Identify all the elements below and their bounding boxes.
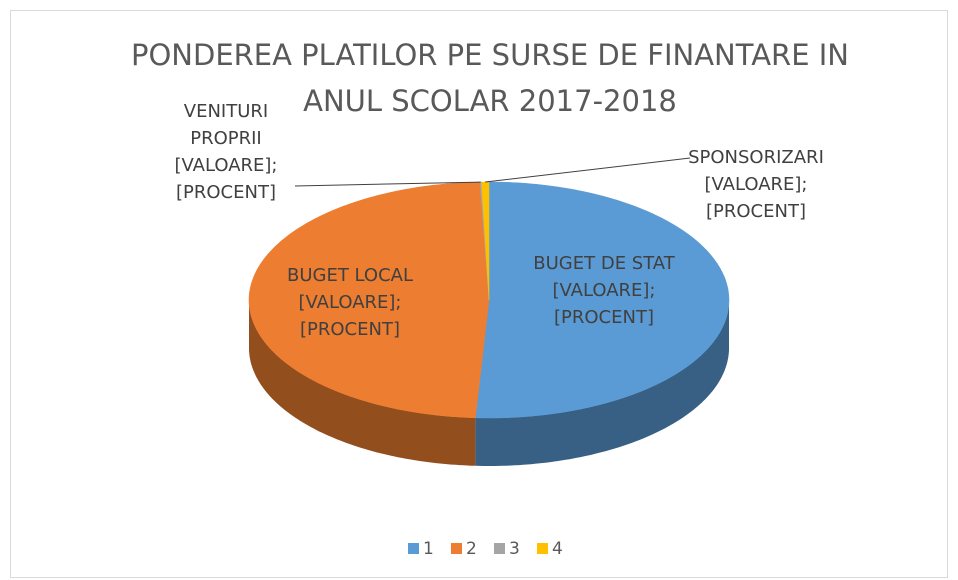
legend-swatch — [494, 543, 505, 554]
legend-label: 2 — [466, 539, 477, 559]
data-label: BUGET LOCAL [VALOARE]; [PROCENT] — [286, 265, 414, 340]
data-label: BUGET DE STAT [VALOARE]; [PROCENT] — [533, 253, 675, 328]
slice — [248, 181, 490, 419]
legend-label: 3 — [509, 539, 520, 559]
legend-label: 1 — [423, 539, 434, 559]
data-label: VENITURI PROPRII [VALOARE]; [PROCENT] — [174, 101, 278, 203]
chart-border — [10, 10, 948, 578]
leader-line — [294, 181, 481, 187]
leader-line — [485, 157, 691, 183]
chart-title: PONDEREA PLATILOR PE SURSE DE FINANTARE … — [130, 38, 849, 118]
data-label: SPONSORIZARI [VALOARE]; [PROCENT] — [688, 147, 824, 222]
slice — [481, 181, 490, 301]
legend-swatch — [451, 543, 462, 554]
slice-side — [249, 300, 476, 466]
legend-swatch — [408, 543, 419, 554]
slice — [475, 181, 730, 419]
slice-side — [475, 300, 729, 466]
legend-label: 4 — [552, 539, 563, 559]
legend-swatch — [537, 543, 548, 554]
